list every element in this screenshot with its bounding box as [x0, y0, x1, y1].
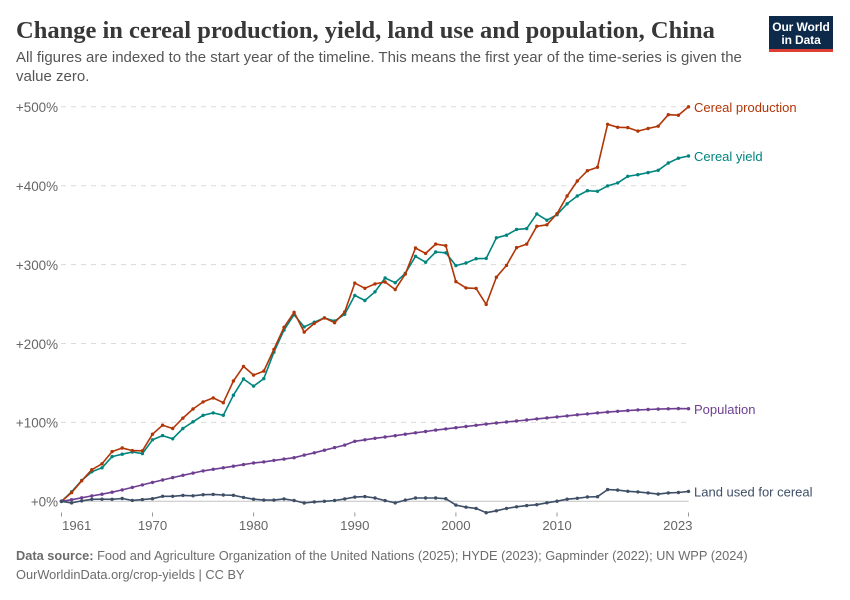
- svg-text:2010: 2010: [542, 518, 571, 533]
- svg-text:+300%: +300%: [16, 258, 58, 273]
- svg-text:1980: 1980: [239, 518, 268, 533]
- svg-text:2023: 2023: [663, 518, 692, 533]
- svg-text:1970: 1970: [138, 518, 167, 533]
- svg-text:1990: 1990: [340, 518, 369, 533]
- svg-text:Cereal production: Cereal production: [694, 100, 797, 115]
- svg-text:+500%: +500%: [16, 100, 58, 115]
- svg-text:+200%: +200%: [16, 337, 58, 352]
- svg-text:Population: Population: [694, 402, 755, 417]
- svg-text:2000: 2000: [441, 518, 470, 533]
- svg-text:1961: 1961: [62, 518, 91, 533]
- svg-text:Cereal yield: Cereal yield: [694, 149, 763, 164]
- svg-text:Land used for cereal: Land used for cereal: [694, 485, 813, 500]
- svg-text:+0%: +0%: [31, 495, 58, 510]
- svg-text:+400%: +400%: [16, 179, 58, 194]
- svg-text:+100%: +100%: [16, 416, 58, 431]
